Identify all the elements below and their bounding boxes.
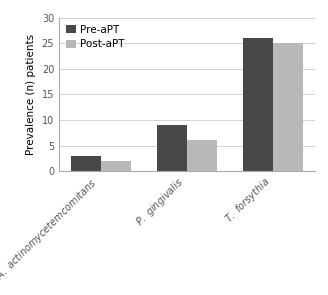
Legend: Pre-aPT, Post-aPT: Pre-aPT, Post-aPT bbox=[64, 23, 127, 51]
Y-axis label: Prevalence (n) patients: Prevalence (n) patients bbox=[26, 34, 36, 155]
Bar bbox=[187, 140, 217, 171]
Bar bbox=[273, 43, 303, 171]
Bar bbox=[71, 156, 101, 171]
Bar bbox=[243, 38, 273, 171]
Bar bbox=[157, 125, 187, 171]
Bar bbox=[101, 161, 131, 171]
